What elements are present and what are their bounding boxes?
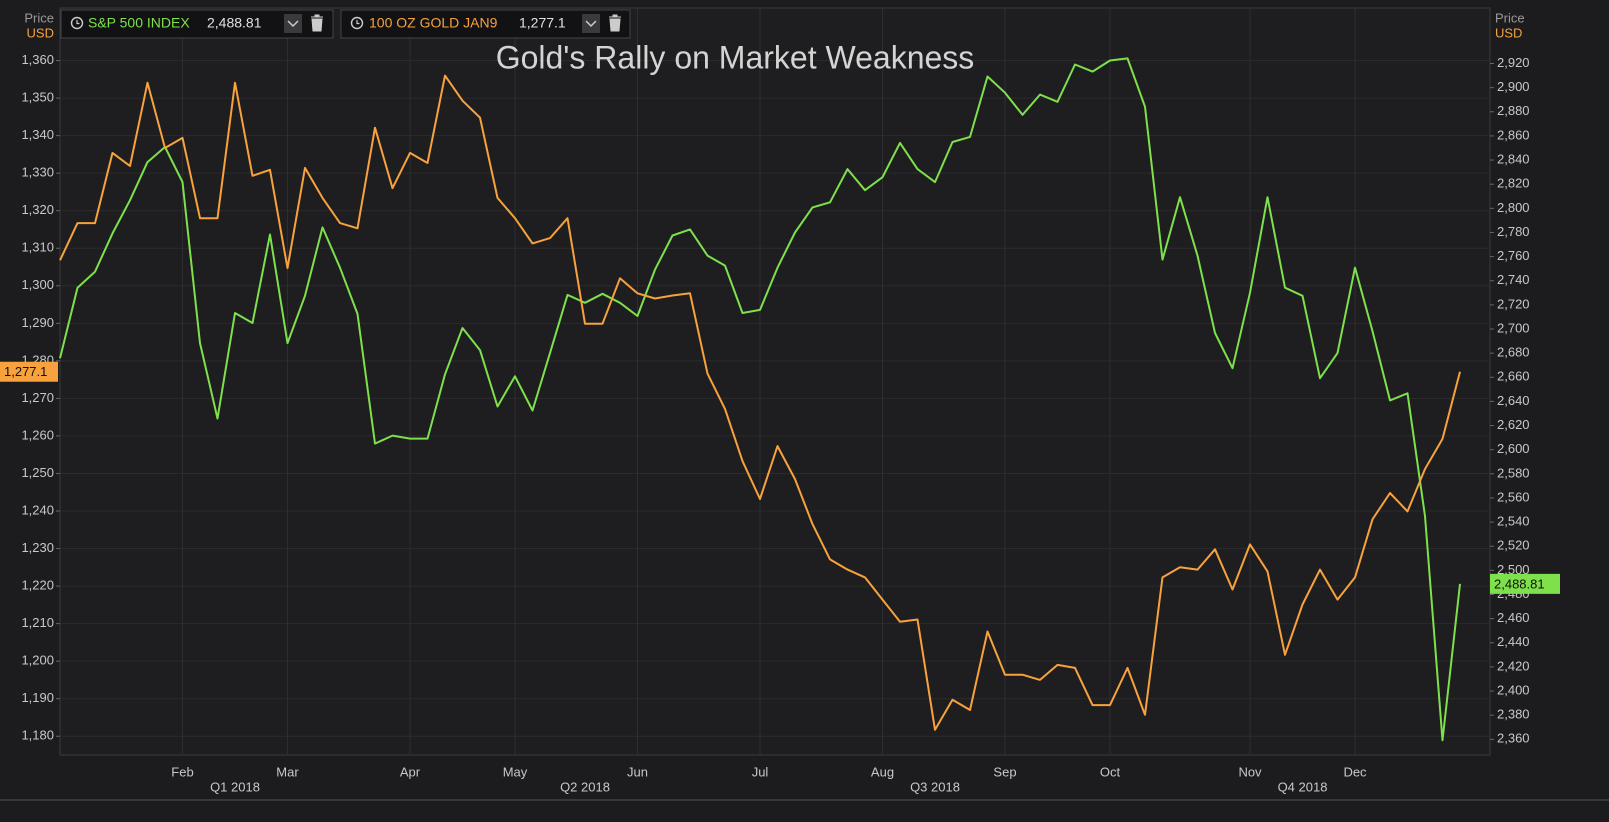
x-tick-label: May [503,764,528,779]
y2-tick-label: 2,720 [1497,296,1530,311]
y2-axis-label: Price [1495,10,1525,25]
legend-box [340,9,631,39]
y2-tick-label: 2,540 [1497,514,1530,529]
last-value-label: 1,277.1 [4,364,47,379]
y2-tick-label: 2,440 [1497,634,1530,649]
y-tick-label: 1,360 [21,52,54,67]
y-tick-label: 1,350 [21,90,54,105]
y2-tick-label: 2,880 [1497,103,1530,118]
y-tick-label: 1,250 [21,465,54,480]
y2-tick-label: 2,900 [1497,79,1530,94]
chart-title: Gold's Rally on Market Weakness [496,39,975,75]
y2-tick-label: 2,460 [1497,610,1530,625]
y-tick-label: 1,200 [21,653,54,668]
y2-tick-label: 2,400 [1497,682,1530,697]
y2-tick-label: 2,780 [1497,224,1530,239]
y-tick-label: 1,230 [21,540,54,555]
x-tick-label: Dec [1343,764,1367,779]
y2-tick-label: 2,740 [1497,272,1530,287]
y2-tick-label: 2,620 [1497,417,1530,432]
delete-icon[interactable] [609,14,621,32]
legend-value: 2,488.81 [207,15,262,31]
dropdown-button[interactable] [582,14,600,33]
y-tick-label: 1,330 [21,165,54,180]
y-tick-label: 1,190 [21,690,54,705]
dropdown-button[interactable] [284,14,302,33]
y2-tick-label: 2,420 [1497,658,1530,673]
y-tick-label: 1,340 [21,127,54,142]
last-value-label: 2,488.81 [1494,576,1545,591]
clock-icon [350,16,364,30]
y-tick-label: 1,310 [21,240,54,255]
y2-axis-unit: USD [1495,25,1522,40]
y2-tick-label: 2,800 [1497,200,1530,215]
clock-icon [70,16,84,30]
y2-tick-label: 2,600 [1497,441,1530,456]
y2-tick-label: 2,500 [1497,562,1530,577]
legend-value: 1,277.1 [519,15,566,31]
y-axis-unit: USD [27,25,54,40]
x-tick-label: Jul [752,764,769,779]
y2-tick-label: 2,920 [1497,55,1530,70]
quarter-label: Q2 2018 [560,779,610,794]
last-value-badge [0,361,58,382]
x-tick-label: Nov [1238,764,1262,779]
y2-tick-label: 2,380 [1497,707,1530,722]
y-tick-label: 1,220 [21,578,54,593]
clock-hand [356,20,360,25]
legend-label: S&P 500 INDEX [88,15,190,31]
last-value-badge [1490,573,1560,594]
grid [60,8,1490,755]
y2-tick-label: 2,520 [1497,538,1530,553]
y-axis-label: Price [24,10,54,25]
dropdown-icon [287,20,299,28]
quarter-label: Q3 2018 [910,779,960,794]
y-tick-label: 1,260 [21,427,54,442]
quarter-label: Q4 2018 [1278,779,1328,794]
y2-tick-label: 2,760 [1497,248,1530,263]
x-tick-label: Sep [993,764,1016,779]
y2-tick-label: 2,680 [1497,345,1530,360]
series-line [59,57,1461,742]
y2-tick-label: 2,660 [1497,369,1530,384]
y-tick-label: 1,210 [21,615,54,630]
y-tick-label: 1,300 [21,277,54,292]
y2-tick-label: 2,580 [1497,465,1530,480]
y-tick-label: 1,270 [21,390,54,405]
delete-icon[interactable] [311,14,323,32]
x-tick-label: Feb [171,764,193,779]
y2-tick-label: 2,820 [1497,176,1530,191]
y2-tick-label: 2,860 [1497,127,1530,142]
series-line [59,74,1461,731]
legend-label: 100 OZ GOLD JAN9 [369,15,498,31]
y2-tick-label: 2,640 [1497,393,1530,408]
x-tick-label: Jun [627,764,648,779]
clock-hand [76,20,80,25]
y2-tick-label: 2,840 [1497,151,1530,166]
x-tick-label: Aug [871,764,894,779]
y-tick-label: 1,320 [21,202,54,217]
legend-item[interactable]: 100 OZ GOLD JAN9 1,277.1 [340,9,631,39]
quarter-label: Q1 2018 [210,779,260,794]
y-tick-label: 1,290 [21,315,54,330]
y-tick-label: 1,240 [21,502,54,517]
x-tick-label: Oct [1100,764,1121,779]
y-tick-label: 1,180 [21,728,54,743]
y2-tick-label: 2,700 [1497,320,1530,335]
legend-item[interactable]: S&P 500 INDEX 2,488.81 [60,9,334,39]
lines [59,57,1461,742]
y2-tick-label: 2,360 [1497,731,1530,746]
dropdown-icon [585,20,597,28]
x-tick-label: Apr [400,764,421,779]
y2-tick-label: 2,560 [1497,489,1530,504]
plot-area [59,7,1491,756]
x-tick-label: Mar [276,764,299,779]
